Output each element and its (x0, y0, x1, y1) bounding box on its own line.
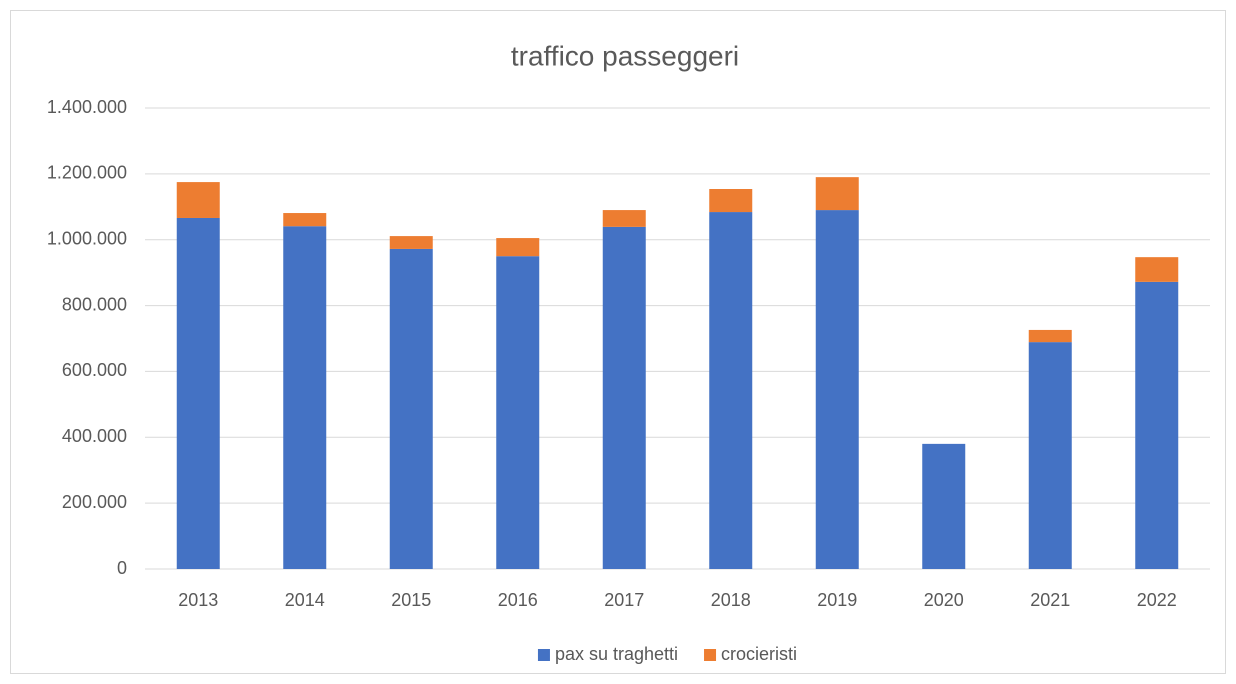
bar-segment (496, 256, 540, 569)
x-tick-label: 2022 (1137, 590, 1177, 610)
chart-title: traffico passeggeri (511, 40, 739, 71)
y-tick-label: 800.000 (62, 294, 127, 314)
y-tick-label: 200.000 (62, 492, 127, 512)
bar-segment (283, 213, 327, 227)
x-tick-label: 2021 (1030, 590, 1070, 610)
bar-segment (602, 226, 646, 570)
y-tick-label: 0 (117, 558, 127, 578)
x-tick-label: 2018 (711, 590, 751, 610)
bar-segment (1135, 281, 1179, 569)
bar-segment (176, 217, 220, 569)
y-tick-label: 400.000 (62, 426, 127, 446)
bar-segment (283, 226, 327, 570)
bar-segment (709, 212, 753, 569)
bar-segment (815, 177, 859, 211)
bar-segment (1028, 342, 1072, 569)
bar-segment (709, 189, 753, 213)
legend-label: crocieristi (721, 644, 797, 664)
bar-segment (389, 248, 433, 570)
legend-swatch (537, 649, 550, 661)
bar-segment (176, 182, 220, 218)
x-tick-label: 2014 (285, 590, 325, 610)
x-tick-label: 2013 (178, 590, 218, 610)
y-tick-label: 1.200.000 (47, 163, 127, 183)
bar-segment (815, 210, 859, 570)
y-tick-label: 1.000.000 (47, 228, 127, 248)
x-tick-label: 2019 (817, 590, 857, 610)
bar-segment (1135, 257, 1179, 282)
bar-segment (389, 236, 433, 249)
legend-label: pax su traghetti (555, 644, 678, 664)
x-tick-label: 2016 (498, 590, 538, 610)
y-tick-label: 1.400.000 (47, 97, 127, 117)
x-tick-label: 2020 (924, 590, 964, 610)
bar-segment (1028, 329, 1072, 343)
bar-segment (602, 210, 646, 227)
x-tick-label: 2015 (391, 590, 431, 610)
bar-segment (496, 238, 540, 257)
bar-segment (922, 443, 966, 569)
y-tick-label: 600.000 (62, 360, 127, 380)
legend-swatch (704, 649, 717, 661)
x-tick-label: 2017 (604, 590, 644, 610)
